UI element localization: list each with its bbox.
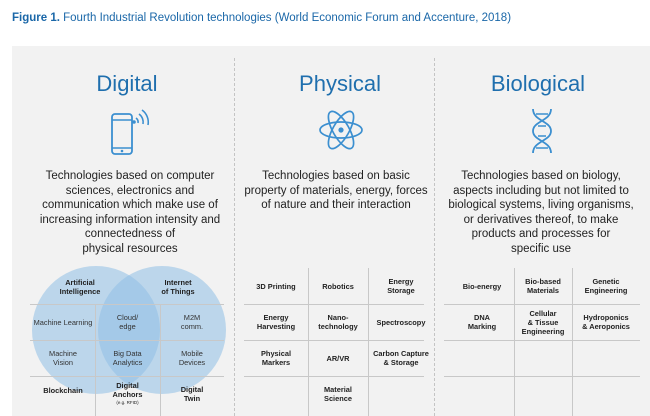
- digital-anchors-note: (e.g. RFID): [116, 400, 139, 405]
- figure-label: Figure 1.: [12, 12, 60, 24]
- biological-desc-line: aspects including but not limited to: [453, 184, 629, 197]
- biological-grid-line: [514, 268, 515, 416]
- physical-grid-line: [308, 268, 309, 416]
- digital-desc-line: physical resources: [82, 242, 178, 255]
- dna-icon: [532, 108, 552, 154]
- column-divider-1: [234, 58, 235, 416]
- physical-cell: Physical Markers: [261, 349, 291, 367]
- biological-desc-line: products and processes for: [471, 228, 611, 241]
- physical-cell: Carbon Capture & Storage: [373, 349, 429, 367]
- biological-cell: Cellular & Tissue Engineering: [521, 308, 565, 336]
- digital-grid-line: [95, 304, 96, 416]
- physical-cell: Energy Harvesting: [256, 313, 296, 331]
- physical-desc-line: property of materials, energy, forces: [244, 184, 428, 197]
- digital-grid-line: [30, 376, 224, 377]
- digital-desc-line: communication which make use of: [42, 199, 218, 212]
- digital-cell: Big Data Analytics: [112, 349, 143, 367]
- digital-description: Technologies based on computer sciences,…: [30, 169, 230, 257]
- figure-caption: Figure 1. Fourth Industrial Revolution t…: [12, 12, 511, 24]
- physical-grid-line: [244, 304, 424, 305]
- venn-label-artificial-intelligence: Artificial Intelligence: [59, 278, 101, 296]
- physical-desc-line: of nature and their interaction: [261, 199, 411, 212]
- biological-grid-line: [444, 340, 640, 341]
- digital-title: Digital: [96, 71, 158, 96]
- physical-title: Physical: [299, 71, 381, 96]
- physical-cell: Nano-technology: [318, 313, 358, 331]
- physical-cell: Energy Storage: [387, 277, 415, 295]
- physical-cell: [244, 376, 308, 412]
- digital-cell: Blockchain: [43, 385, 83, 395]
- atom-icon: [319, 110, 363, 150]
- digital-cell: Cloud/edge: [116, 313, 139, 331]
- biological-description: Technologies based on biology, aspects i…: [441, 169, 641, 257]
- biological-cell: DNA Marking: [467, 313, 497, 331]
- biological-cell: Bio-energy: [462, 281, 502, 291]
- digital-grid-line: [30, 340, 224, 341]
- physical-grid-line: [244, 376, 424, 377]
- digital-desc-line: Technologies based on computer: [45, 170, 215, 182]
- biological-cell: Bio-based Materials: [525, 277, 561, 295]
- physical-grid-line: [244, 340, 424, 341]
- smartphone-wifi-icon: [111, 109, 150, 155]
- digital-desc-line: sciences, electronics and: [65, 184, 195, 197]
- biological-desc-line: specific use: [510, 242, 572, 255]
- physical-cell: Spectroscopy: [376, 317, 426, 327]
- physical-desc-line: Technologies based on basic: [262, 170, 410, 182]
- digital-cell: Mobile Devices: [178, 349, 206, 367]
- biological-cell: Hydroponics & Aeroponics: [582, 313, 630, 331]
- physical-cell: Material Science: [324, 385, 352, 403]
- biological-desc-line: Technologies based on biology,: [461, 170, 621, 182]
- digital-cell: Machine Learning: [33, 317, 93, 327]
- digital-desc-line: connectedness of: [84, 228, 176, 241]
- physical-cell: AR/VR: [326, 353, 350, 363]
- physical-grid-line: [368, 268, 369, 416]
- biological-desc-line: or derivatives thereof, to make: [463, 213, 619, 226]
- physical-description: Technologies based on basic property of …: [236, 169, 436, 213]
- physical-cell: [368, 376, 434, 412]
- physical-cell: 3D Printing: [256, 281, 296, 291]
- digital-venn-diagram: [32, 266, 226, 394]
- digital-cell: Machine Vision: [49, 349, 77, 367]
- venn-label-internet-of-things: Internet of Things: [161, 278, 195, 296]
- venn-circle-iot: [98, 266, 226, 394]
- physical-cell: Robotics: [322, 281, 354, 291]
- figure-title: Fourth Industrial Revolution technologie…: [63, 12, 512, 24]
- column-divider-2: [434, 58, 435, 416]
- digital-grid-line: [160, 304, 161, 416]
- biological-grid-line: [444, 376, 640, 377]
- biological-cell: Genetic Engineering: [584, 277, 628, 295]
- digital-cell: M2M comm.: [180, 313, 204, 331]
- biological-desc-line: biological systems, living organisms,: [448, 199, 634, 212]
- biological-grid-line: [444, 304, 640, 305]
- digital-grid-line: [30, 304, 224, 305]
- biological-grid-line: [572, 268, 573, 416]
- digital-cell: Digital Twin: [180, 385, 204, 403]
- digital-desc-line: increasing information intensity and: [39, 213, 221, 226]
- digital-cell: Digital Anchors: [112, 381, 143, 399]
- biological-title: Biological: [490, 71, 586, 96]
